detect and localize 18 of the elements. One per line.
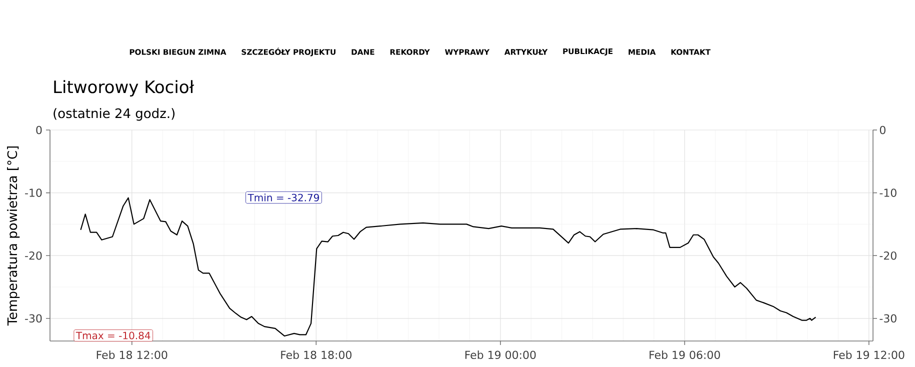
y2-tick-label: -10 bbox=[880, 188, 896, 197]
y-tick-label: 0 bbox=[36, 126, 42, 134]
x-tick-label: Feb 18 18:00 bbox=[281, 350, 352, 360]
chart-title: Litworowy Kocioł bbox=[54, 80, 194, 97]
x-tick-label: Feb 19 00:00 bbox=[465, 350, 536, 360]
x-tick-label: Feb 19 12:00 bbox=[834, 350, 904, 360]
annotation: Tmax = -10.84 bbox=[76, 332, 150, 340]
y2-tick-label: 0 bbox=[880, 126, 886, 134]
chart-subtitle: (ostatnie 24 godz.) bbox=[54, 108, 175, 121]
y2-tick-label: -20 bbox=[880, 251, 896, 260]
x-tick-label: Feb 19 06:00 bbox=[650, 350, 720, 360]
x-tick-label: Feb 18 12:00 bbox=[96, 350, 168, 360]
y2-tick-label: -30 bbox=[880, 314, 896, 323]
y-tick-label: -10 bbox=[25, 188, 42, 197]
annotation: Tmin = -32.79 bbox=[248, 194, 319, 202]
y-tick-label: -30 bbox=[25, 314, 42, 323]
y-axis-title: Temperatura powietrza [°C] bbox=[7, 146, 20, 326]
y-tick-label: -20 bbox=[25, 251, 42, 260]
